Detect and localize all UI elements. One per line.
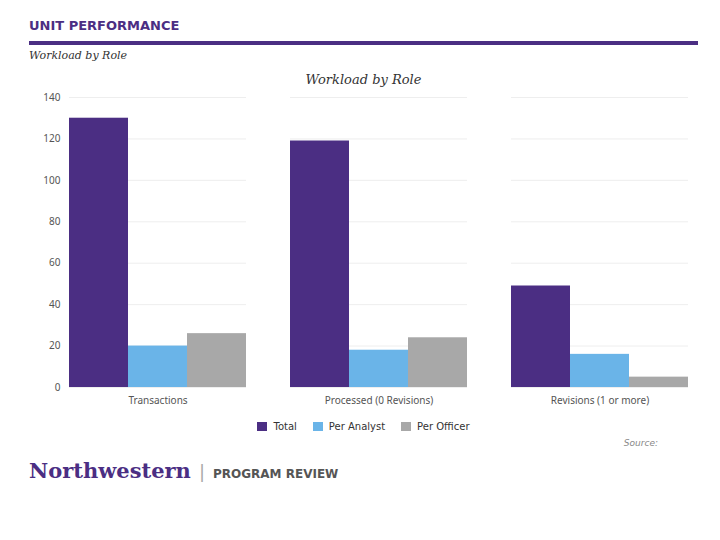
html-text:Source:: Source: — [623, 438, 658, 448]
svg-text:Revisions (1 or more): Revisions (1 or more) — [551, 393, 649, 407]
html-text:Northwestern |: Northwestern | — [29, 458, 205, 483]
html-text:Workload by Role: Workload by Role — [305, 72, 422, 87]
html-text:Per Officer: Per Officer — [417, 421, 470, 432]
svg-text:140: 140 — [43, 90, 60, 104]
svg-text:20: 20 — [49, 338, 61, 352]
html-text:UNIT PERFORMANCE: UNIT PERFORMANCE — [29, 18, 180, 33]
svg-text:60: 60 — [49, 255, 61, 269]
svg-text:120: 120 — [43, 131, 60, 145]
svg-text:100: 100 — [43, 173, 60, 187]
svg-text:0: 0 — [55, 380, 61, 394]
html-text:Total: Total — [273, 421, 297, 432]
html-text:Per Analyst: Per Analyst — [328, 421, 386, 432]
html-text:PROGRAM REVIEW: PROGRAM REVIEW — [213, 467, 339, 481]
svg-text:Transactions: Transactions — [128, 393, 187, 407]
svg-text:40: 40 — [49, 297, 61, 311]
html-text:Workload by Role: Workload by Role — [29, 49, 127, 62]
svg-text:80: 80 — [49, 214, 61, 228]
svg-text:Processed (0 Revisions): Processed (0 Revisions) — [325, 393, 433, 407]
